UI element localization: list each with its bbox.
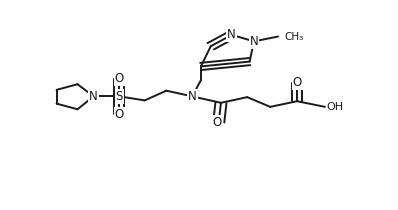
Text: O: O — [115, 72, 124, 85]
Text: O: O — [115, 108, 124, 121]
Text: N: N — [89, 90, 98, 103]
Text: S: S — [115, 90, 123, 103]
Text: O: O — [293, 76, 302, 89]
Text: CH₃: CH₃ — [285, 32, 304, 42]
Text: N: N — [227, 28, 236, 41]
Text: N: N — [188, 90, 197, 103]
Text: O: O — [213, 116, 222, 129]
Text: N: N — [250, 35, 258, 48]
Text: OH: OH — [327, 102, 344, 112]
